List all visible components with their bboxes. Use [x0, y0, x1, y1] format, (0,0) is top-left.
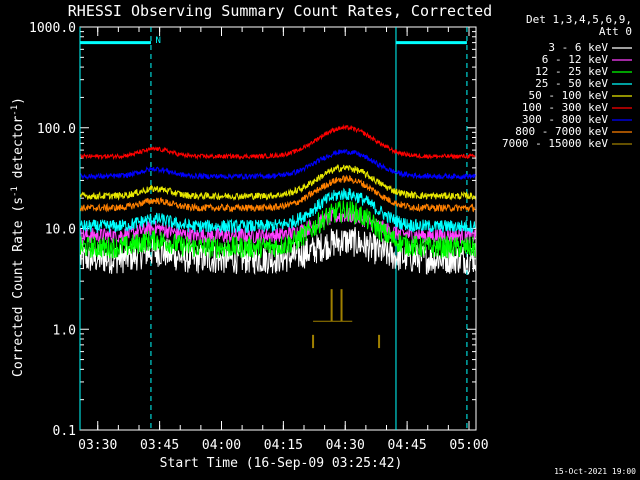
- series-layer: [79, 123, 476, 349]
- legend-header-attenuator: Att 0: [599, 25, 632, 38]
- x-tick-label: 04:15: [264, 438, 303, 453]
- generation-timestamp: 15-Oct-2021 19:00: [554, 467, 636, 476]
- y-tick-label: 100.0: [37, 122, 76, 137]
- x-tick-labels: 03:30 03:45 04:00 04:15 04:30 04:45 05:00: [78, 438, 488, 453]
- y-tick-label: 1000.0: [29, 21, 76, 36]
- series-line-2: [79, 200, 476, 259]
- legend-header-detectors: Det 1,3,4,5,6,9,: [526, 13, 632, 26]
- series-line-3: [79, 187, 476, 233]
- legend-label: 800 - 7000 keV: [515, 125, 608, 138]
- y-tick-label: 1.0: [53, 323, 76, 338]
- y-axis-label-end: ): [11, 97, 26, 105]
- y-axis-label-mid: detector: [11, 116, 26, 187]
- flag-label: N: [155, 36, 160, 46]
- y-axis-label-sup1: -1: [10, 186, 20, 197]
- x-tick-label: 05:00: [449, 438, 488, 453]
- x-tick-label: 04:00: [202, 438, 241, 453]
- x-axis-label: Start Time (16-Sep-09 03:25:42): [160, 456, 403, 471]
- legend-label: 50 - 100 keV: [529, 89, 609, 102]
- legend-label: 6 - 12 keV: [542, 53, 609, 66]
- series-line-6: [80, 148, 476, 181]
- y-tick-label: 0.1: [53, 424, 76, 439]
- x-tick-label: 04:30: [326, 438, 365, 453]
- legend-label: 25 - 50 keV: [535, 77, 608, 90]
- series-line-4: [79, 163, 476, 201]
- y-tick-label: 10.0: [45, 223, 76, 238]
- y-tick-labels: 1000.0 100.0 10.0 1.0 0.1: [29, 21, 76, 439]
- legend-label: 3 - 6 keV: [548, 41, 608, 54]
- y-axis-label-main: Corrected Count Rate (s: [11, 197, 26, 377]
- y-axis-label-sup2: -1: [10, 105, 20, 116]
- series-line-5: [80, 123, 476, 161]
- legend-label: 7000 - 15000 keV: [502, 137, 608, 150]
- legend-label: 300 - 800 keV: [522, 113, 608, 126]
- x-tick-label: 04:45: [388, 438, 427, 453]
- series-line-7: [79, 174, 476, 213]
- x-tick-label: 03:30: [78, 438, 117, 453]
- chart-title: RHESSI Observing Summary Count Rates, Co…: [68, 2, 492, 20]
- x-tick-label: 03:45: [140, 438, 179, 453]
- legend-label: 100 - 300 keV: [522, 101, 608, 114]
- y-axis-label: Corrected Count Rate (s-1 detector-1): [10, 97, 26, 377]
- legend-label: 12 - 25 keV: [535, 65, 608, 78]
